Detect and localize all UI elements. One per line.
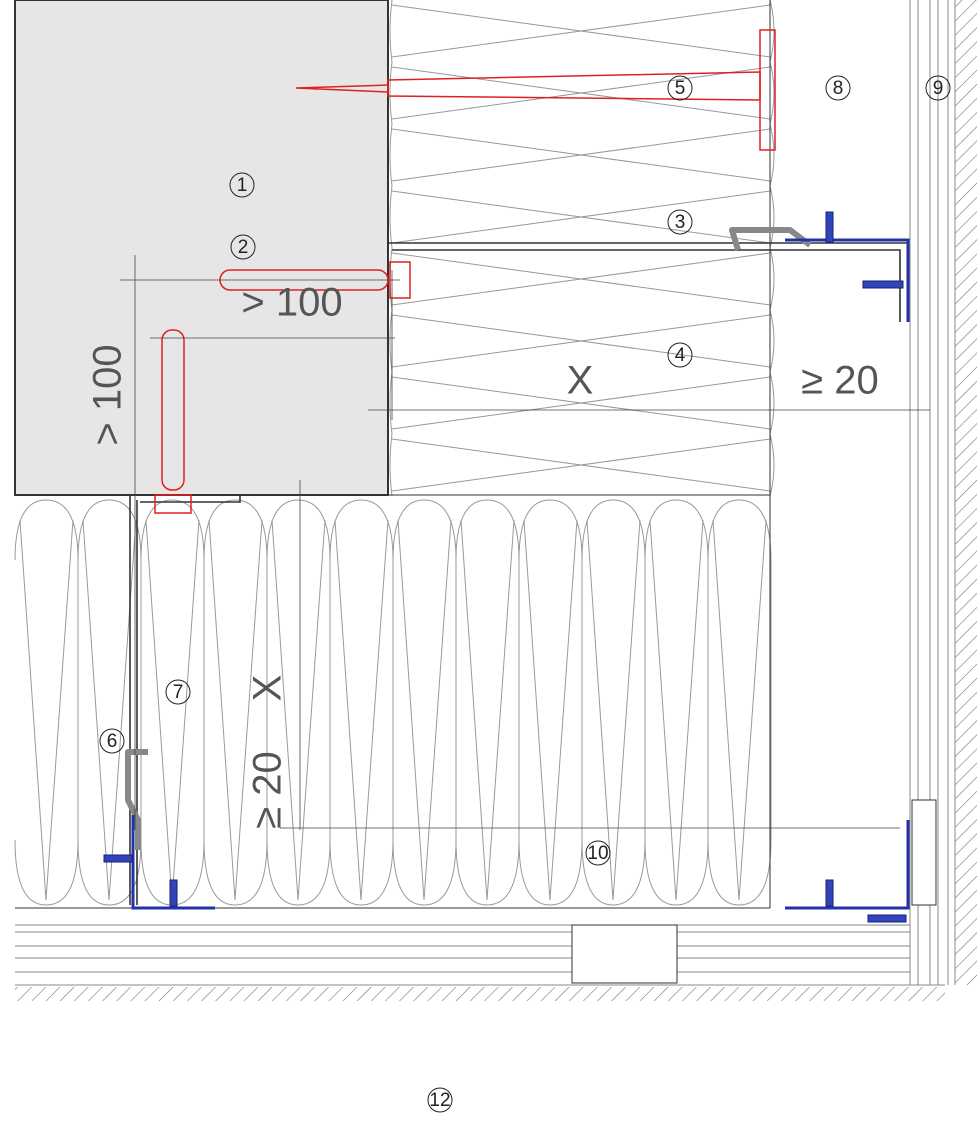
callout-label: 9 bbox=[933, 78, 944, 99]
insulation-cell bbox=[389, 433, 775, 497]
dimension-label: ≥ 20 bbox=[801, 359, 879, 403]
vertical-cladding bbox=[909, 0, 956, 985]
callout-circle bbox=[99, 728, 125, 754]
callout-label: 10 bbox=[587, 843, 608, 864]
concrete-wall bbox=[14, 0, 389, 496]
callout-circle bbox=[230, 234, 256, 260]
insulation-cell bbox=[389, 61, 775, 125]
callout-circle bbox=[165, 679, 191, 705]
horizontal-cladding bbox=[15, 924, 945, 986]
insulation-cell bbox=[707, 499, 772, 906]
callout-label: 2 bbox=[238, 237, 249, 258]
insulation-cell bbox=[389, 0, 775, 63]
callout-label: 5 bbox=[675, 78, 686, 99]
insulation-cell bbox=[14, 499, 79, 906]
wall-hatch bbox=[955, 0, 977, 985]
dimension-label: > 100 bbox=[241, 281, 342, 325]
callout-circle bbox=[825, 75, 851, 101]
insulation-cell bbox=[389, 123, 775, 187]
callout-label: 3 bbox=[675, 212, 686, 233]
callout-circle bbox=[229, 172, 255, 198]
callout-label: 7 bbox=[173, 682, 184, 703]
insulation bbox=[14, 0, 775, 909]
dimension-label: > 100 bbox=[86, 344, 130, 445]
floor-hatch bbox=[15, 987, 945, 1001]
dimension-label: X bbox=[246, 675, 290, 702]
callout-circle bbox=[667, 209, 693, 235]
insulation-cell bbox=[266, 499, 331, 906]
callout-circle bbox=[585, 840, 611, 866]
insulation-cell bbox=[77, 499, 142, 906]
callout-label: 1 bbox=[237, 175, 248, 196]
callout-circle bbox=[427, 1087, 453, 1113]
insulation-cell bbox=[389, 247, 775, 311]
dimension-label: X bbox=[567, 359, 594, 403]
callout-label: 6 bbox=[107, 731, 118, 752]
dimension-lines bbox=[120, 255, 930, 830]
callout-label: 8 bbox=[833, 78, 844, 99]
callout-circle bbox=[667, 75, 693, 101]
insulation-cell bbox=[389, 371, 775, 435]
insulation-cell bbox=[518, 499, 583, 906]
callout-circle bbox=[667, 342, 693, 368]
insulation-cell bbox=[329, 499, 394, 906]
insulation-cell bbox=[455, 499, 520, 906]
insulation-cell bbox=[644, 499, 709, 906]
callout-label: 12 bbox=[429, 1090, 450, 1111]
callout-label: 4 bbox=[675, 345, 686, 366]
insulation-cell bbox=[203, 499, 268, 906]
callout-circle bbox=[925, 75, 951, 101]
insulation-cell bbox=[389, 309, 775, 373]
insulation-cell bbox=[389, 185, 775, 249]
insulation-cell bbox=[392, 499, 457, 906]
insulation-cell bbox=[581, 499, 646, 906]
screws bbox=[103, 211, 907, 923]
dimension-label: ≥ 20 bbox=[246, 751, 290, 829]
